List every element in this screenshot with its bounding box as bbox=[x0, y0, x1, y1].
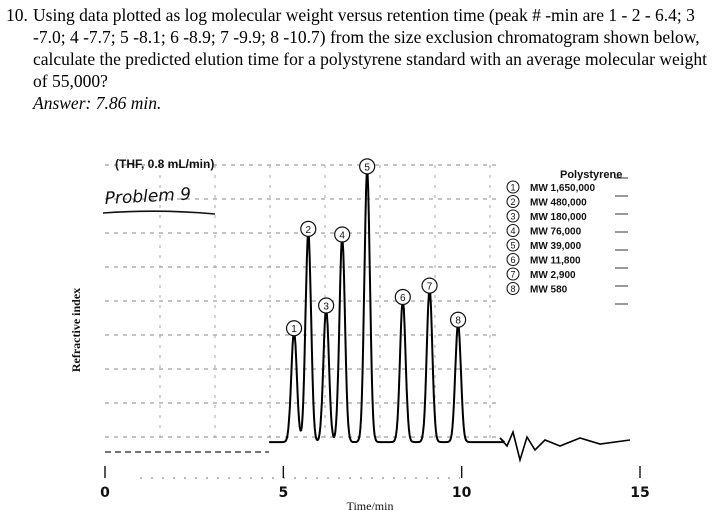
legend-entry-label: MW 76,000 bbox=[530, 227, 582, 238]
legend-marker bbox=[506, 195, 520, 208]
legend-marker bbox=[506, 267, 520, 281]
peak-marker-circle bbox=[394, 288, 411, 306]
peak-marker-circle bbox=[334, 226, 351, 243]
legend-marker bbox=[506, 224, 520, 237]
chart-title: (THF, 0.8 mL/min) bbox=[115, 157, 214, 171]
legend-title: Polystyrene bbox=[560, 169, 622, 181]
legend-marker-label: 7 bbox=[510, 270, 515, 280]
peak-marker-circle bbox=[450, 311, 467, 328]
peak-label: 2 bbox=[306, 225, 312, 236]
peak-label: 3 bbox=[323, 302, 329, 313]
peak-marker-circle bbox=[359, 158, 376, 175]
legend-marker-label: 4 bbox=[510, 226, 515, 236]
legend-marker bbox=[506, 238, 520, 252]
peak-label: 1 bbox=[291, 324, 297, 335]
y-axis-label: Refractive index bbox=[69, 288, 83, 372]
question-block: 10. Using data plotted as log molecular … bbox=[6, 4, 711, 114]
legend-entry-label: MW 11,800 bbox=[530, 256, 581, 267]
legend-marker-label: 8 bbox=[510, 284, 515, 294]
x-tick-label: 15 bbox=[630, 485, 649, 501]
chromatogram-trace bbox=[268, 170, 505, 444]
legend-entry-label: MW 39,000 bbox=[530, 241, 582, 252]
peak-marker-circle bbox=[318, 297, 335, 314]
peak-label: 6 bbox=[400, 293, 406, 304]
handwritten-underline bbox=[102, 210, 216, 215]
peak-label: 8 bbox=[455, 316, 461, 327]
peak-marker-circle bbox=[300, 220, 317, 237]
x-tick-label: 10 bbox=[452, 485, 472, 501]
handwritten-note: Problem 9 bbox=[104, 184, 191, 208]
legend-marker-label: 3 bbox=[510, 212, 515, 222]
answer-text: Answer: 7.86 min. bbox=[33, 93, 162, 113]
baseline-right bbox=[499, 429, 631, 463]
question-number: 10. bbox=[6, 5, 28, 25]
legend-marker-label: 2 bbox=[510, 197, 515, 207]
legend-marker bbox=[506, 253, 520, 266]
legend-entry-label: MW 2,900 bbox=[530, 270, 576, 281]
x-tick-label: 0 bbox=[100, 485, 110, 501]
x-tick-label: 5 bbox=[278, 485, 288, 501]
legend-marker bbox=[506, 282, 520, 295]
legend-marker bbox=[506, 209, 520, 223]
question-text: Using data plotted as log molecular weig… bbox=[33, 5, 707, 91]
x-axis-label: Time/min bbox=[347, 499, 394, 510]
legend-entry-label: MW 180,000 bbox=[530, 212, 587, 223]
peak-marker-circle bbox=[285, 320, 303, 337]
peak-label: 7 bbox=[427, 282, 433, 293]
legend-marker-label: 6 bbox=[510, 255, 515, 265]
peak-label: 4 bbox=[339, 231, 345, 242]
peak-label: 5 bbox=[364, 162, 370, 173]
peak-marker-circle bbox=[421, 277, 438, 294]
legend-entry-label: MW 480,000 bbox=[530, 198, 587, 209]
legend-marker-label: 1 bbox=[510, 183, 515, 193]
legend-entry-label: MW 580 bbox=[530, 285, 568, 296]
legend-marker bbox=[506, 180, 520, 194]
legend-marker-label: 5 bbox=[510, 241, 515, 251]
legend-entry-label: MW 1,650,000 bbox=[530, 183, 595, 194]
